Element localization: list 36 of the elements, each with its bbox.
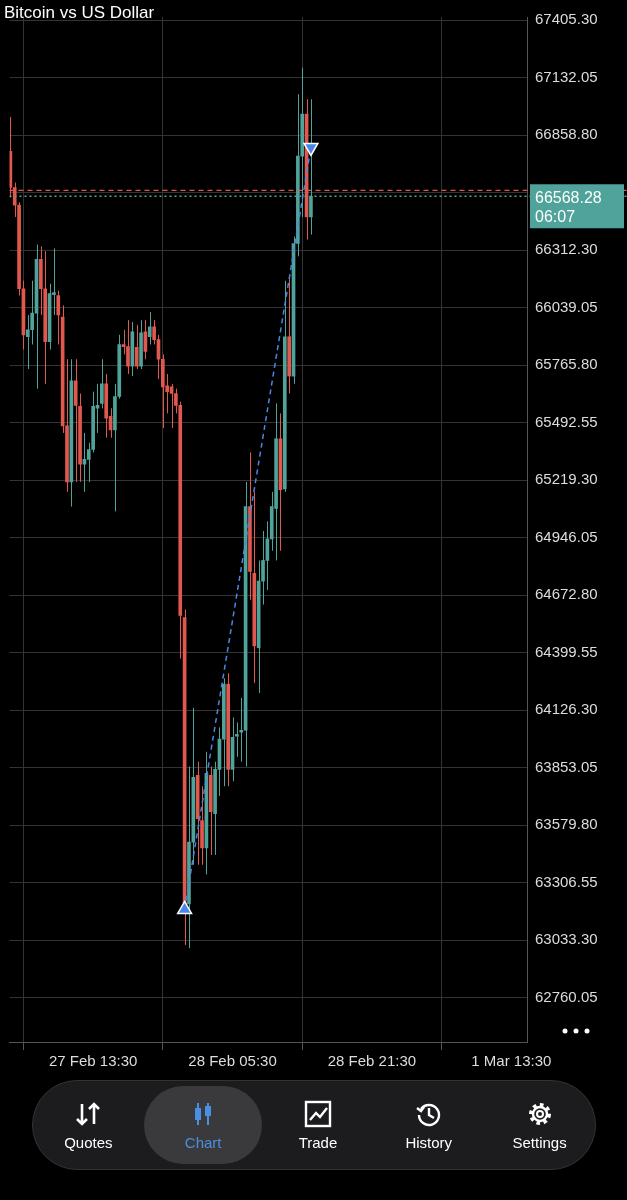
- x-tick-label: 28 Feb 21:30: [327, 1052, 417, 1070]
- text: 06:07: [535, 207, 576, 225]
- y-tick-label: 62760.05: [535, 987, 598, 1005]
- candlestick: [100, 358, 104, 409]
- y-tick-label: 65765.80: [535, 355, 598, 373]
- candlestick: [25, 314, 30, 370]
- y-tick-label: 63853.05: [535, 757, 598, 775]
- chart-title: Bitcoin vs US Dollar: [4, 3, 155, 23]
- text: Trade: [298, 1133, 338, 1151]
- y-tick-label: 63033.30: [535, 930, 598, 948]
- text: Chart: [184, 1133, 222, 1151]
- x-tick-label: 1 Mar 13:30: [471, 1052, 552, 1070]
- y-tick-label: 66039.05: [535, 297, 598, 315]
- y-tick-label: 65492.55: [535, 412, 598, 430]
- candlestick: [147, 311, 152, 345]
- y-tick-label: 64946.05: [535, 527, 598, 545]
- candlestick: [134, 324, 139, 370]
- text: Settings: [512, 1133, 567, 1151]
- y-tick-label: 65219.30: [535, 470, 598, 488]
- y-tick-label: 63306.55: [535, 872, 598, 890]
- y-tick-label: 67132.05: [535, 67, 598, 85]
- text: Quotes: [64, 1133, 113, 1151]
- y-tick-label: 67405.30: [535, 10, 598, 28]
- candlestick: [126, 319, 130, 375]
- y-tick-label: 66858.80: [535, 125, 598, 143]
- x-tick-label: 27 Feb 13:30: [48, 1052, 138, 1070]
- ref-line-label: 66568.28: [535, 188, 602, 206]
- y-tick-label: 63579.80: [535, 815, 598, 833]
- candlestick: [56, 290, 61, 345]
- candlestick: [82, 432, 87, 493]
- y-tick-label: 66312.30: [535, 240, 598, 258]
- text: History: [405, 1133, 453, 1151]
- y-tick-label: 64126.30: [535, 700, 598, 718]
- x-tick-label: 28 Feb 05:30: [188, 1052, 277, 1070]
- y-tick-label: 64672.80: [535, 585, 598, 603]
- y-tick-label: 64399.55: [535, 642, 598, 660]
